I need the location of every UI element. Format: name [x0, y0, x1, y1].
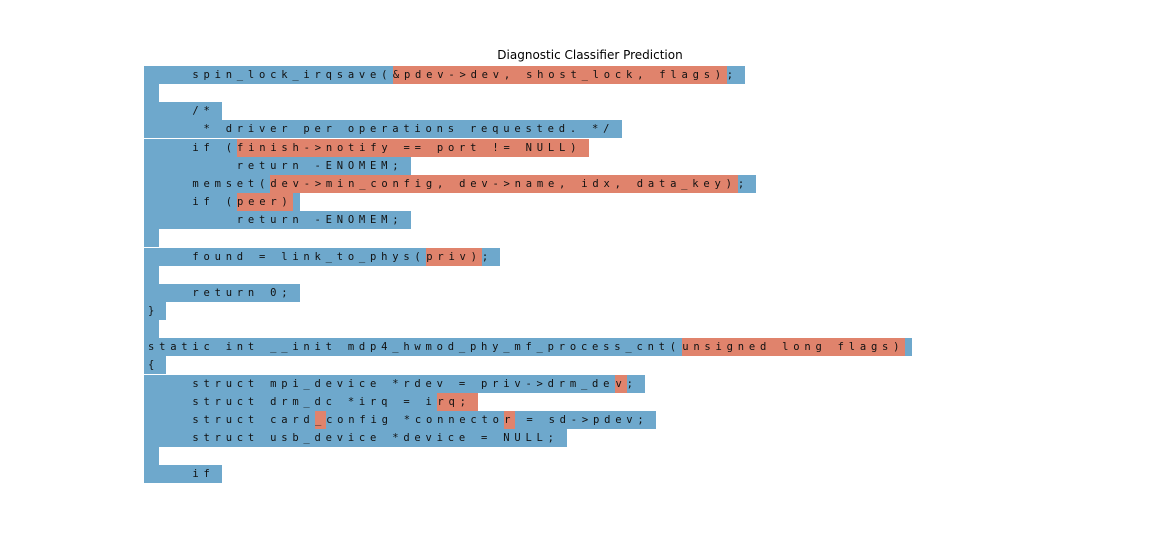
code-token-span: struct mpi_device *rdev = priv->drm_de [144, 374, 616, 393]
figure-title: Diagnostic Classifier Prediction [497, 48, 683, 62]
predicted-token-span: peer) [237, 193, 293, 212]
code-token-span [144, 265, 159, 284]
code-token-span: = sd->pdev; [515, 410, 656, 429]
code-token-span: return -ENOMEM; [144, 211, 411, 230]
code-token-span: ; [626, 374, 645, 393]
predicted-token-span: dev->min_config, dev->name, idx, data_ke… [270, 174, 738, 193]
code-token-span: struct usb_device *device = NULL; [144, 429, 567, 447]
code-token-span [292, 193, 300, 212]
code-token-span: struct card [144, 410, 315, 429]
code-token-span: * driver per operations requested. */ [144, 120, 623, 139]
code-token-span: static int __init mdp4_hwmod_phy_mf_proc… [144, 338, 683, 357]
code-token-span: found = link_to_phys( [144, 247, 427, 266]
code-token-span: ; [737, 174, 756, 193]
predicted-token-span: v [615, 374, 627, 393]
code-token-span: if ( [144, 193, 238, 212]
code-token-span: config *connecto [326, 410, 505, 429]
code-token-span: { [144, 356, 167, 375]
code-token-span: return -ENOMEM; [144, 156, 411, 175]
code-token-span: ; [481, 247, 501, 266]
code-token-span [144, 320, 159, 339]
code-token-span: /* [144, 102, 222, 121]
predicted-token-span: r [504, 410, 516, 429]
code-token-span: return 0; [144, 283, 300, 302]
predicted-token-span: &pdev->dev, shost_lock, flags) [392, 66, 727, 84]
predicted-token-span: _ [314, 410, 327, 429]
code-token-span [904, 338, 912, 357]
code-token-span [144, 229, 159, 248]
predicted-token-span: unsigned long flags) [682, 338, 905, 357]
code-token-span: struct drm_dc *irq = i [144, 392, 438, 411]
code-token-span: memset( [144, 174, 271, 193]
predicted-token-span: finish->notify == port != NULL) [237, 138, 590, 157]
predicted-token-span: priv) [426, 247, 482, 266]
code-token-span: } [144, 301, 167, 320]
code-token-span [144, 84, 159, 103]
code-token-span [144, 447, 159, 466]
code-token-span: ; [726, 66, 745, 84]
code-token-span: spin_lock_irqsave( [144, 66, 393, 84]
code-token-span: if [144, 465, 222, 484]
predicted-token-span: rq; [437, 392, 478, 411]
code-token-span: if ( [144, 138, 238, 157]
